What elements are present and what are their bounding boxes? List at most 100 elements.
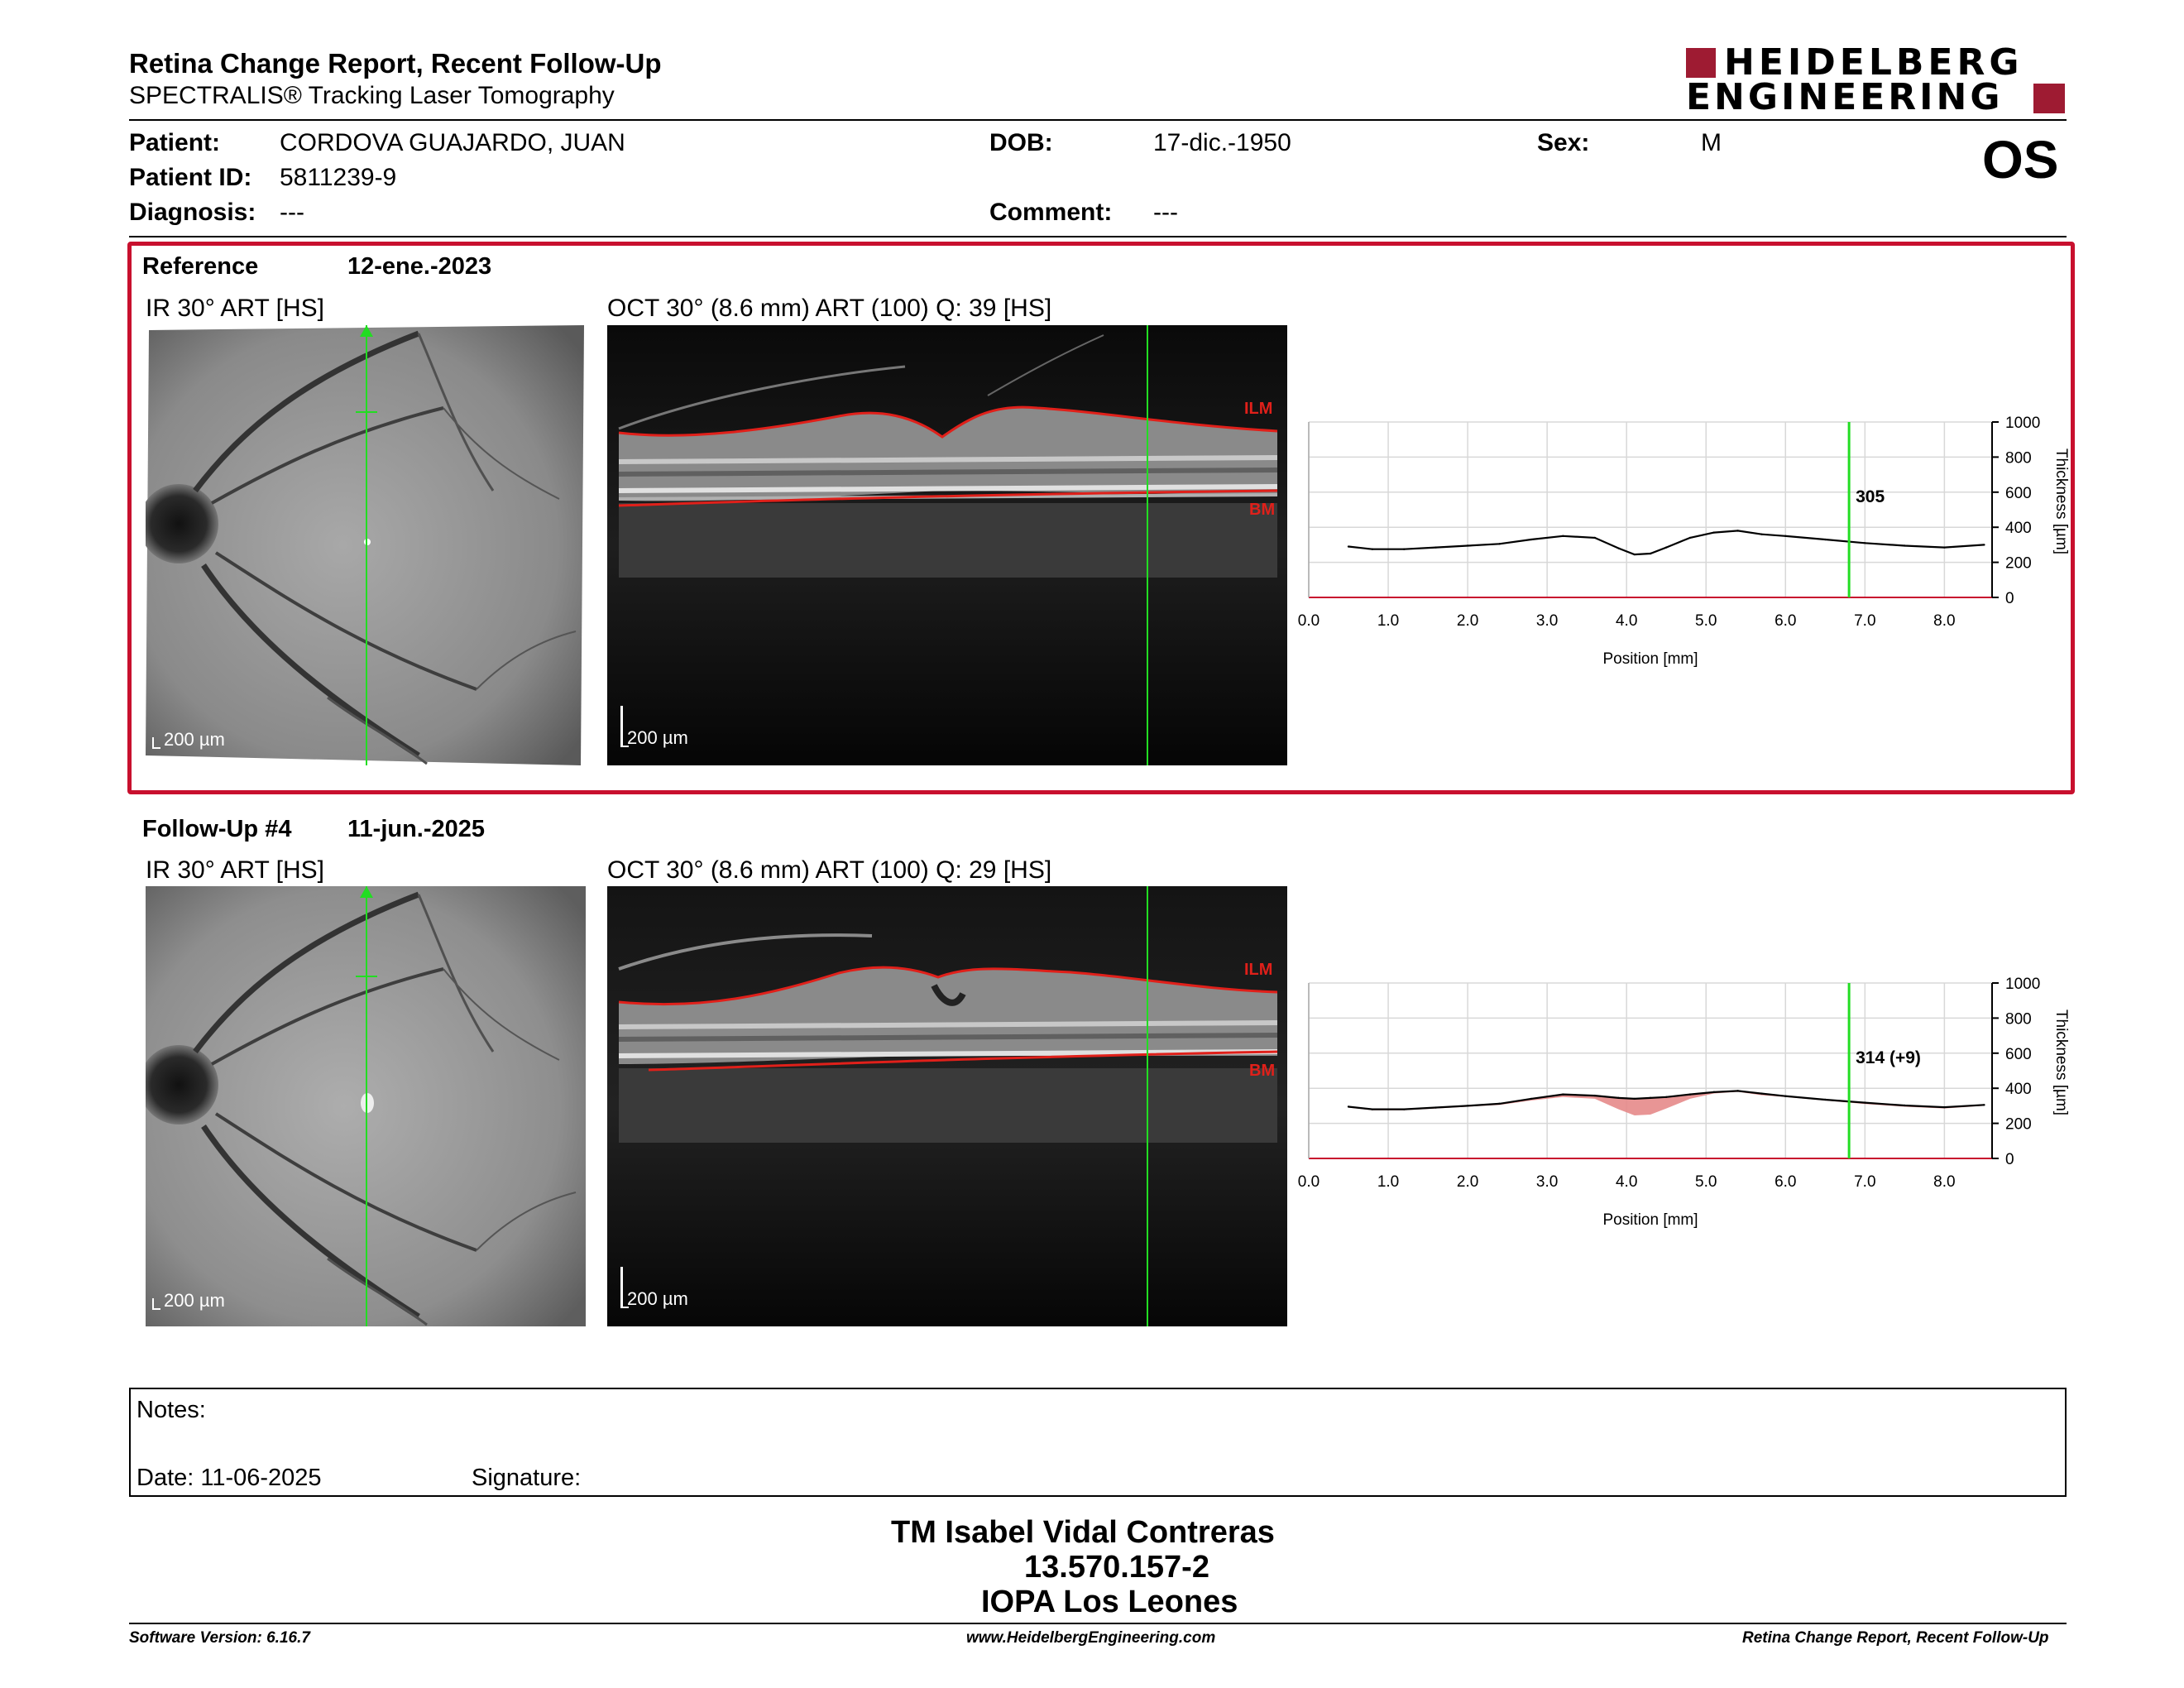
followup-oct-image[interactable]: ILM BM 200 µm [607,886,1287,1326]
y-tick-label: 1000 [2005,976,2040,993]
logo-line1: HEIDELBERG [1724,41,2024,84]
thickness-point [1466,544,1469,547]
thickness-point [1617,1096,1620,1100]
notes-date: Date: 11-06-2025 [136,1465,322,1491]
ir-scalebar-icon [152,737,154,749]
x-tick-label: 0.0 [1298,612,1320,630]
thickness-point [1347,1105,1350,1108]
signoff-rut: 13.570.157-2 [1024,1550,1209,1585]
x-tick-label: 5.0 [1695,1173,1717,1191]
thickness-point [1530,538,1533,541]
reference-oct-image[interactable]: ILM BM 200 µm [607,325,1287,765]
thickness-line [1348,530,1985,556]
y-tick-label: 600 [2005,485,2032,502]
x-tick-label: 2.0 [1457,612,1478,630]
patient-id-label: Patient ID: [129,164,252,191]
thickness-point [1983,1104,1985,1106]
thickness-point [1633,553,1636,556]
reference-date: 12-ene.-2023 [347,253,492,280]
followup-oct-scale: 200 µm [627,1288,688,1309]
comment-value: --- [1153,199,1178,226]
thickness-point [1688,1093,1692,1096]
x-tick-label: 4.0 [1616,612,1637,630]
thickness-point [1864,542,1866,544]
thickness-point [1864,1101,1866,1104]
fovea-marker-icon [356,411,377,413]
thickness-point [1824,538,1827,541]
dob-value: 17-dic.-1950 [1153,129,1291,156]
thickness-point [1498,1102,1501,1105]
thickness-point [1466,1105,1469,1107]
thickness-point [1403,1108,1406,1110]
reference-label: Reference [142,253,259,280]
logo-square-left-icon [1686,48,1716,78]
y-tick-label: 400 [2005,1081,2032,1098]
patient-id: 5811239-9 [280,164,397,191]
thickness-point [1784,535,1787,537]
followup-date: 11-jun.-2025 [347,816,486,842]
signoff-name: TM Isabel Vidal Contreras [891,1515,1275,1550]
x-tick-label: 8.0 [1933,612,1955,630]
thickness-point [1904,1104,1906,1107]
signature-label: Signature: [472,1465,582,1491]
arrow-up-icon [360,325,373,337]
heidelberg-logo: HEIDELBERG ENGINEERING [1686,41,2068,118]
thickness-point [1633,1097,1636,1101]
followup-ilm-label: ILM [1244,961,1273,979]
followup-oct-position-line[interactable] [1147,886,1148,1326]
notes-label: Notes: [136,1397,206,1423]
x-tick-label: 1.0 [1377,612,1399,630]
thickness-point [1371,548,1374,550]
thickness-point [1649,552,1652,555]
header-divider [129,119,2067,121]
thickness-point [1904,544,1906,547]
followup-label: Follow-Up #4 [142,816,292,842]
reference-oct-position-line[interactable] [1147,325,1148,765]
x-tick-label: 3.0 [1536,612,1558,630]
x-axis-label: Position [mm] [1602,650,1698,668]
y-axis-label: Thickness [µm] [2052,1009,2070,1115]
y-tick-label: 800 [2005,1010,2032,1028]
report-subtitle: SPECTRALIS® Tracking Laser Tomography [129,82,615,109]
x-tick-label: 5.0 [1695,612,1717,630]
ir-scalebar-icon [152,1298,154,1310]
dob-label: DOB: [989,129,1053,156]
eye-laterality: OS [1982,130,2059,189]
y-tick-label: 400 [2005,520,2032,537]
thickness-point [1562,1093,1564,1096]
thickness-point [1760,533,1763,535]
reference-oct-title: OCT 30° (8.6 mm) ART (100) Q: 39 [HS] [607,295,1052,322]
oct-scalebar-base-icon [620,746,629,747]
y-tick-label: 600 [2005,1046,2032,1063]
reference-ir-title: IR 30° ART [HS] [146,295,324,322]
thickness-point [1736,1090,1739,1092]
followup-ir-image[interactable]: 200 µm [146,886,586,1326]
arrow-up-icon [360,886,373,898]
notes-box[interactable] [129,1388,2067,1497]
thickness-point [1617,547,1620,549]
cursor-value-label: 314 (+9) [1856,1048,1921,1067]
x-axis-label: Position [mm] [1602,1211,1698,1229]
x-tick-label: 6.0 [1774,1173,1796,1191]
change-area [1348,1091,1985,1116]
comment-label: Comment: [989,199,1113,226]
oct-scalebar-icon [620,706,623,747]
sex-value: M [1701,129,1722,156]
thickness-point [1593,536,1596,539]
diagnosis-label: Diagnosis: [129,199,256,226]
reference-ilm-label: ILM [1244,400,1273,418]
patient-name: CORDOVA GUAJARDO, JUAN [280,129,625,156]
x-tick-label: 8.0 [1933,1173,1955,1191]
signoff-institution: IOPA Los Leones [981,1585,1238,1619]
sex-label: Sex: [1537,129,1590,156]
reference-frame [127,242,2075,794]
reference-ir-image[interactable]: 200 µm [146,325,586,765]
oct-scalebar-icon [620,1267,623,1308]
footer-software: Software Version: 6.16.7 [129,1629,310,1647]
thickness-point [1712,1091,1716,1094]
followup-thickness-chart: 0 200 400 600 800 1000 0.0 1.0 2.0 3.0 4.0 5.0 6.0 7.… [1298,976,2070,1229]
thickness-point [1665,1096,1668,1098]
reference-bm-label: BM [1249,501,1276,519]
followup-bm-label: BM [1249,1062,1276,1080]
thickness-point [1736,530,1739,532]
